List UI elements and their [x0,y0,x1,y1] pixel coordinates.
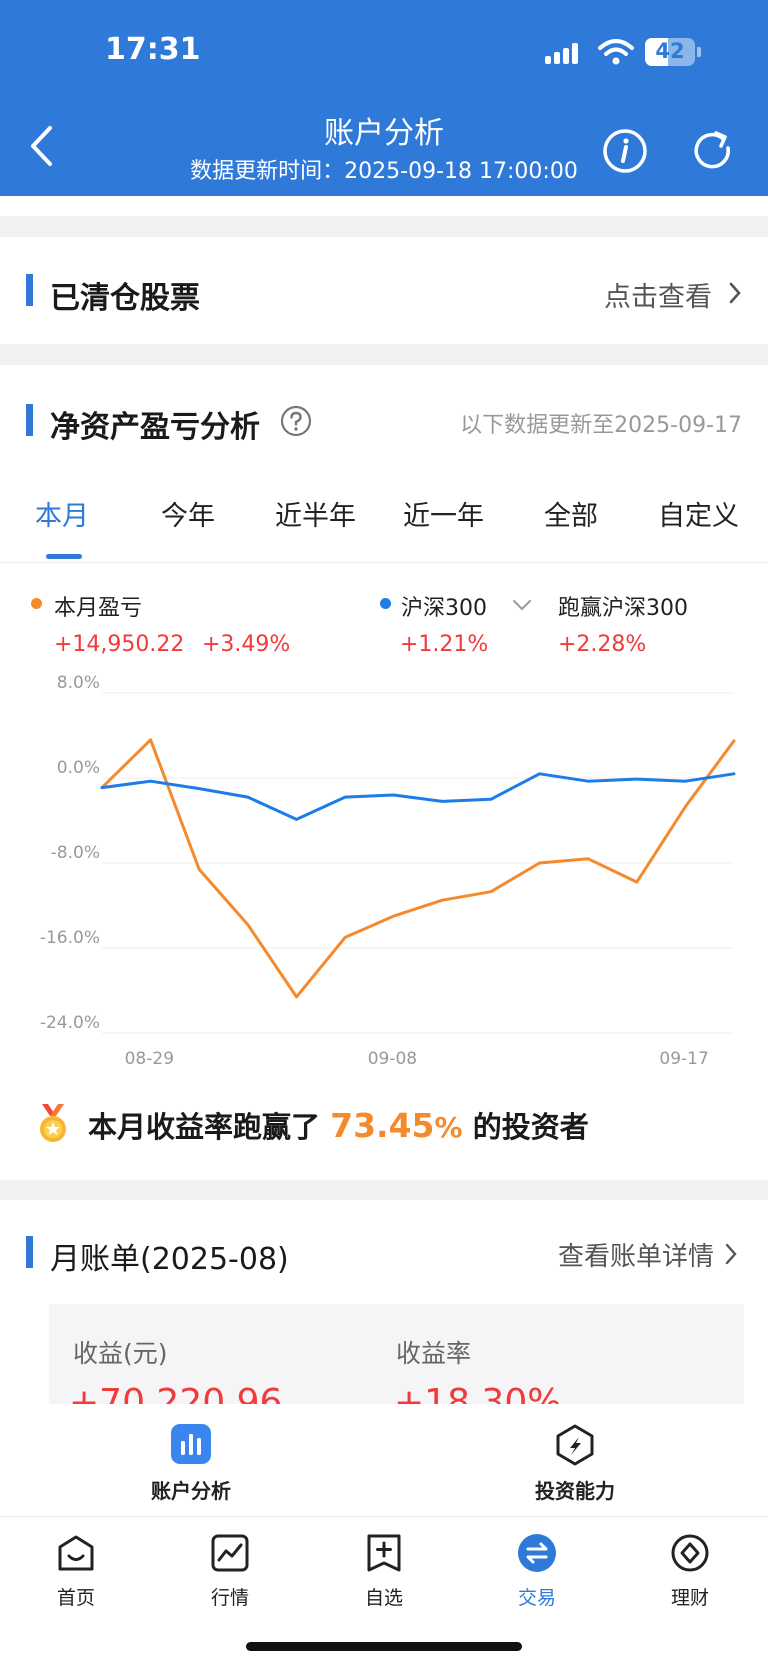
wealth-icon [671,1534,709,1572]
add-watchlist-icon [367,1534,401,1572]
cleared-stocks-link[interactable]: 点击查看 [604,282,712,313]
tab-trade-label: 交易 [517,1587,556,1609]
beat-unit: % [434,1111,463,1144]
bottom-tab-bar: 首页 行情 自选 交易 理财 [0,1516,768,1666]
y-tick-label: -16.0% [39,928,100,948]
chevron-right-icon[interactable] [728,281,742,305]
tab-this-month[interactable]: 本月 [35,501,89,532]
home-indicator [246,1642,522,1651]
account-analysis-button[interactable]: 账户分析 [131,1424,251,1504]
tab-home[interactable]: 首页 [36,1533,116,1610]
battery-icon: 42 [645,38,695,66]
index-legend-dot [380,598,391,609]
index-series-line [100,772,736,821]
index-pct: +1.21% [400,632,489,657]
y-tick-label: -8.0% [50,843,100,863]
top-spacer-card [0,196,768,216]
medal-icon [40,1104,66,1142]
y-tick-label: 0.0% [56,758,100,778]
app-header: 17:31 42 账户分析 数据更新时间：2025-09-18 17:00:00 [0,0,768,196]
active-tab-indicator [46,554,82,559]
period-tabs: 本月 今年 近半年 近一年 全部 自定义 [0,494,768,564]
y-tick-label: -24.0% [39,1013,100,1033]
index-selector-label[interactable]: 沪深300 [401,596,487,621]
x-tick-label: 09-17 [659,1049,709,1069]
tab-custom[interactable]: 自定义 [658,501,739,532]
battery-level: 42 [655,39,685,63]
cleared-stocks-title: 已清仓股票 [50,281,200,316]
tab-home-label: 首页 [56,1587,95,1609]
tab-watchlist[interactable]: 自选 [344,1533,424,1610]
bar-chart-icon [171,1424,211,1464]
beat-suffix: 的投资者 [472,1110,589,1144]
pnl-analysis-title: 净资产盈亏分析 [50,410,260,445]
beat-investors-text: 本月收益率跑赢了 73.45% 的投资者 [88,1104,589,1146]
tab-market-label: 行情 [210,1587,249,1609]
cleared-stocks-section[interactable]: 已清仓股票 点击查看 [0,237,768,344]
function-bar: 账户分析 投资能力 [0,1404,768,1516]
info-icon[interactable] [602,128,648,174]
help-icon[interactable] [280,405,312,437]
tab-half-year[interactable]: 近半年 [275,501,356,532]
y-tick-label: 8.0% [56,673,100,693]
chevron-right-icon[interactable] [724,1242,738,1266]
pnl-line-chart[interactable]: 8.0% 0.0% -8.0% -16.0% -24.0% 08-29 09-08 09-17 [0,660,768,1080]
income-value: +70,220.96 [69,1382,283,1404]
my-pnl-amount: +14,950.22 [54,632,185,657]
beat-index-label: 跑赢沪深300 [558,596,688,621]
x-tick-label: 08-29 [124,1049,175,1069]
investment-ability-label: 投资能力 [535,1479,615,1503]
investment-ability-button[interactable]: 投资能力 [515,1424,635,1504]
rate-value: +18.30% [394,1382,562,1404]
tab-market[interactable]: 行情 [190,1533,270,1610]
pnl-analysis-card [0,365,768,1180]
exchange-icon [518,1534,556,1572]
data-update-time: 数据更新时间：2025-09-18 17:00:00 [190,159,578,184]
refresh-icon[interactable] [690,128,736,174]
account-analysis-label: 账户分析 [151,1479,231,1503]
x-tick-label: 09-08 [367,1049,418,1069]
tab-wealth[interactable]: 理财 [650,1533,730,1610]
income-label: 收益(元) [73,1339,168,1368]
tab-one-year[interactable]: 近一年 [403,501,484,532]
wifi-icon [598,39,634,65]
beat-value: 73.45 [330,1106,435,1145]
beat-prefix: 本月收益率跑赢了 [88,1110,321,1144]
back-icon[interactable] [28,124,54,168]
bill-detail-link[interactable]: 查看账单详情 [557,1242,714,1272]
page-title: 账户分析 [324,116,444,151]
my-pnl-series-line [100,738,736,999]
tab-all[interactable]: 全部 [544,501,598,532]
beat-index-pct: +2.28% [558,632,647,657]
bill-summary-box: 收益(元) +70,220.96 收益率 +18.30% [49,1304,744,1404]
status-time: 17:31 [105,32,201,67]
home-icon [58,1535,94,1571]
cellular-signal-icon [545,42,585,64]
my-pnl-legend-dot [31,598,42,609]
compass-icon [556,1424,594,1466]
tab-trade[interactable]: 交易 [497,1533,577,1610]
tab-this-year[interactable]: 今年 [161,501,215,532]
pnl-update-note: 以下数据更新至2025-09-17 [460,413,742,438]
chevron-down-icon[interactable] [512,599,532,611]
monthly-bill-title: 月账单(2025-08) [50,1242,289,1277]
tab-wealth-label: 理财 [670,1587,709,1609]
my-pnl-label: 本月盈亏 [54,596,143,621]
trend-icon [211,1534,249,1572]
rate-label: 收益率 [396,1339,472,1368]
my-pnl-pct: +3.49% [202,632,291,657]
tab-watchlist-label: 自选 [364,1587,403,1609]
